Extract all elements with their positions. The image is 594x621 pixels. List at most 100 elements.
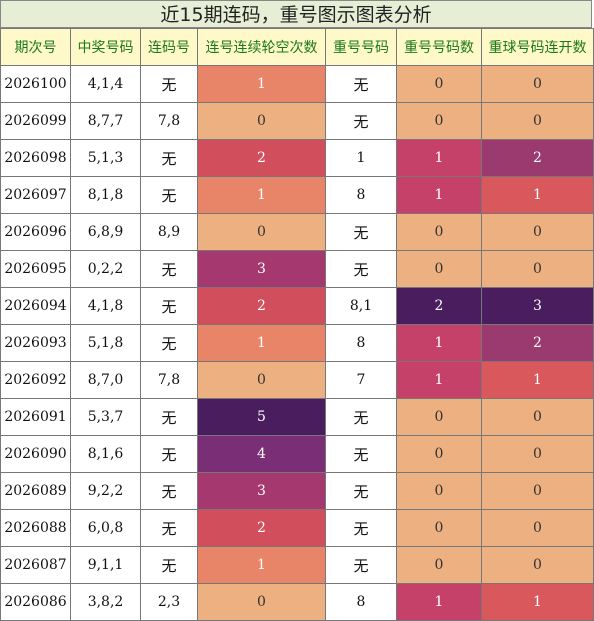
cell-period: 2026089 <box>0 472 71 510</box>
cell-numbers: 5,1,3 <box>70 139 141 177</box>
cell-repeat: 8 <box>325 176 397 214</box>
header-repeat: 重号号码 <box>325 28 397 66</box>
cell-repeat-count: 0 <box>396 472 482 510</box>
cell-repeat-run: 0 <box>481 102 594 140</box>
cell-numbers: 8,1,8 <box>70 176 141 214</box>
cell-consec: 无 <box>140 324 198 362</box>
cell-gap: 1 <box>197 546 326 584</box>
cell-repeat-run: 0 <box>481 509 594 547</box>
cell-repeat-count: 0 <box>396 65 482 103</box>
cell-gap: 1 <box>197 65 326 103</box>
cell-period: 2026094 <box>0 287 71 325</box>
cell-period: 2026099 <box>0 102 71 140</box>
table-row: 2026086 3,8,2 2,3 0 8 1 1 <box>0 583 594 621</box>
cell-repeat: 无 <box>325 398 397 436</box>
cell-repeat-count: 1 <box>396 324 482 362</box>
cell-consec: 7,8 <box>140 102 198 140</box>
table-row: 2026097 8,1,8 无 1 8 1 1 <box>0 176 594 214</box>
cell-gap: 1 <box>197 324 326 362</box>
cell-repeat-run: 0 <box>481 65 594 103</box>
cell-consec: 8,9 <box>140 213 198 251</box>
table-row: 2026088 6,0,8 无 2 无 0 0 <box>0 509 594 547</box>
table-row: 2026089 9,2,2 无 3 无 0 0 <box>0 472 594 510</box>
cell-numbers: 4,1,4 <box>70 65 141 103</box>
cell-gap: 0 <box>197 213 326 251</box>
cell-repeat-run: 1 <box>481 176 594 214</box>
cell-period: 2026095 <box>0 250 71 288</box>
table-body: 2026100 4,1,4 无 1 无 0 0 2026099 8,7,7 7,8 0 无 0 0 2026… <box>0 65 594 621</box>
table-row: 2026098 5,1,3 无 2 1 1 2 <box>0 139 594 177</box>
table-row: 2026090 8,1,6 无 4 无 0 0 <box>0 435 594 473</box>
table-row: 2026087 9,1,1 无 1 无 0 0 <box>0 546 594 584</box>
cell-repeat: 无 <box>325 250 397 288</box>
header-gap: 连号连续轮空次数 <box>197 28 326 66</box>
cell-period: 2026097 <box>0 176 71 214</box>
cell-repeat-run: 0 <box>481 250 594 288</box>
analysis-table: 期次号 中奖号码 连码号 连号连续轮空次数 重号号码 重号号码数 重球号码连开数… <box>0 28 594 621</box>
cell-numbers: 5,3,7 <box>70 398 141 436</box>
cell-repeat-run: 2 <box>481 139 594 177</box>
table-row: 2026099 8,7,7 7,8 0 无 0 0 <box>0 102 594 140</box>
header-row: 期次号 中奖号码 连码号 连号连续轮空次数 重号号码 重号号码数 重球号码连开数 <box>0 28 594 66</box>
cell-repeat: 8,1 <box>325 287 397 325</box>
cell-gap: 5 <box>197 398 326 436</box>
cell-gap: 3 <box>197 250 326 288</box>
cell-consec: 无 <box>140 546 198 584</box>
cell-repeat: 8 <box>325 583 397 621</box>
cell-repeat-count: 1 <box>396 361 482 399</box>
header-numbers: 中奖号码 <box>70 28 141 66</box>
cell-gap: 4 <box>197 435 326 473</box>
cell-repeat-run: 1 <box>481 583 594 621</box>
cell-consec: 无 <box>140 509 198 547</box>
cell-numbers: 4,1,8 <box>70 287 141 325</box>
table-row: 2026096 6,8,9 8,9 0 无 0 0 <box>0 213 594 251</box>
cell-repeat: 无 <box>325 435 397 473</box>
cell-repeat: 7 <box>325 361 397 399</box>
cell-period: 2026098 <box>0 139 71 177</box>
cell-consec: 无 <box>140 65 198 103</box>
cell-repeat: 无 <box>325 546 397 584</box>
cell-numbers: 0,2,2 <box>70 250 141 288</box>
cell-period: 2026093 <box>0 324 71 362</box>
cell-repeat: 无 <box>325 509 397 547</box>
cell-repeat: 无 <box>325 213 397 251</box>
cell-consec: 2,3 <box>140 583 198 621</box>
cell-period: 2026091 <box>0 398 71 436</box>
cell-numbers: 8,1,6 <box>70 435 141 473</box>
header-repeat-run: 重球号码连开数 <box>481 28 594 66</box>
cell-repeat-count: 2 <box>396 287 482 325</box>
cell-repeat-count: 1 <box>396 176 482 214</box>
cell-repeat-run: 1 <box>481 361 594 399</box>
header-repeat-count: 重号号码数 <box>396 28 482 66</box>
cell-period: 2026092 <box>0 361 71 399</box>
cell-period: 2026100 <box>0 65 71 103</box>
cell-repeat-run: 2 <box>481 324 594 362</box>
cell-gap: 2 <box>197 287 326 325</box>
cell-repeat-count: 0 <box>396 509 482 547</box>
cell-repeat-count: 0 <box>396 435 482 473</box>
cell-consec: 无 <box>140 472 198 510</box>
table-row: 2026093 5,1,8 无 1 8 1 2 <box>0 324 594 362</box>
cell-repeat-run: 0 <box>481 398 594 436</box>
table-row: 2026094 4,1,8 无 2 8,1 2 3 <box>0 287 594 325</box>
cell-repeat-count: 1 <box>396 583 482 621</box>
cell-repeat: 1 <box>325 139 397 177</box>
cell-repeat-run: 3 <box>481 287 594 325</box>
cell-repeat-run: 0 <box>481 472 594 510</box>
cell-consec: 无 <box>140 435 198 473</box>
cell-repeat-run: 0 <box>481 435 594 473</box>
cell-consec: 7,8 <box>140 361 198 399</box>
cell-numbers: 8,7,7 <box>70 102 141 140</box>
cell-repeat: 无 <box>325 65 397 103</box>
cell-period: 2026087 <box>0 546 71 584</box>
cell-consec: 无 <box>140 139 198 177</box>
table-row: 2026092 8,7,0 7,8 0 7 1 1 <box>0 361 594 399</box>
table-row: 2026091 5,3,7 无 5 无 0 0 <box>0 398 594 436</box>
cell-consec: 无 <box>140 250 198 288</box>
cell-numbers: 3,8,2 <box>70 583 141 621</box>
cell-period: 2026096 <box>0 213 71 251</box>
cell-repeat-count: 1 <box>396 139 482 177</box>
cell-repeat-count: 0 <box>396 102 482 140</box>
cell-repeat-count: 0 <box>396 250 482 288</box>
cell-gap: 0 <box>197 102 326 140</box>
